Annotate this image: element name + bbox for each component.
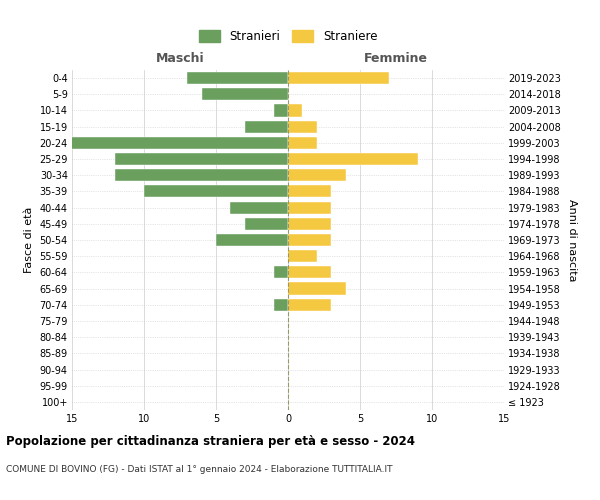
Bar [202,88,288,101]
Bar [288,72,389,84]
Bar [274,298,288,311]
Bar [245,120,288,132]
Bar [115,169,288,181]
Text: Femmine: Femmine [364,52,428,65]
Bar [230,202,288,213]
Bar [245,218,288,230]
Bar [288,202,331,213]
Bar [144,186,288,198]
Bar [288,218,331,230]
Bar [216,234,288,246]
Y-axis label: Anni di nascita: Anni di nascita [566,198,577,281]
Bar [274,266,288,278]
Bar [274,104,288,117]
Bar [288,153,418,165]
Bar [115,153,288,165]
Bar [288,298,331,311]
Text: Maschi: Maschi [155,52,205,65]
Bar [288,169,346,181]
Bar [187,72,288,84]
Bar [288,234,331,246]
Bar [288,120,317,132]
Bar [288,186,331,198]
Y-axis label: Fasce di età: Fasce di età [24,207,34,273]
Bar [288,137,317,149]
Bar [288,104,302,117]
Text: Popolazione per cittadinanza straniera per età e sesso - 2024: Popolazione per cittadinanza straniera p… [6,435,415,448]
Bar [58,137,288,149]
Legend: Stranieri, Straniere: Stranieri, Straniere [194,25,382,48]
Text: COMUNE DI BOVINO (FG) - Dati ISTAT al 1° gennaio 2024 - Elaborazione TUTTITALIA.: COMUNE DI BOVINO (FG) - Dati ISTAT al 1°… [6,465,392,474]
Bar [288,250,317,262]
Bar [288,282,346,294]
Bar [288,266,331,278]
